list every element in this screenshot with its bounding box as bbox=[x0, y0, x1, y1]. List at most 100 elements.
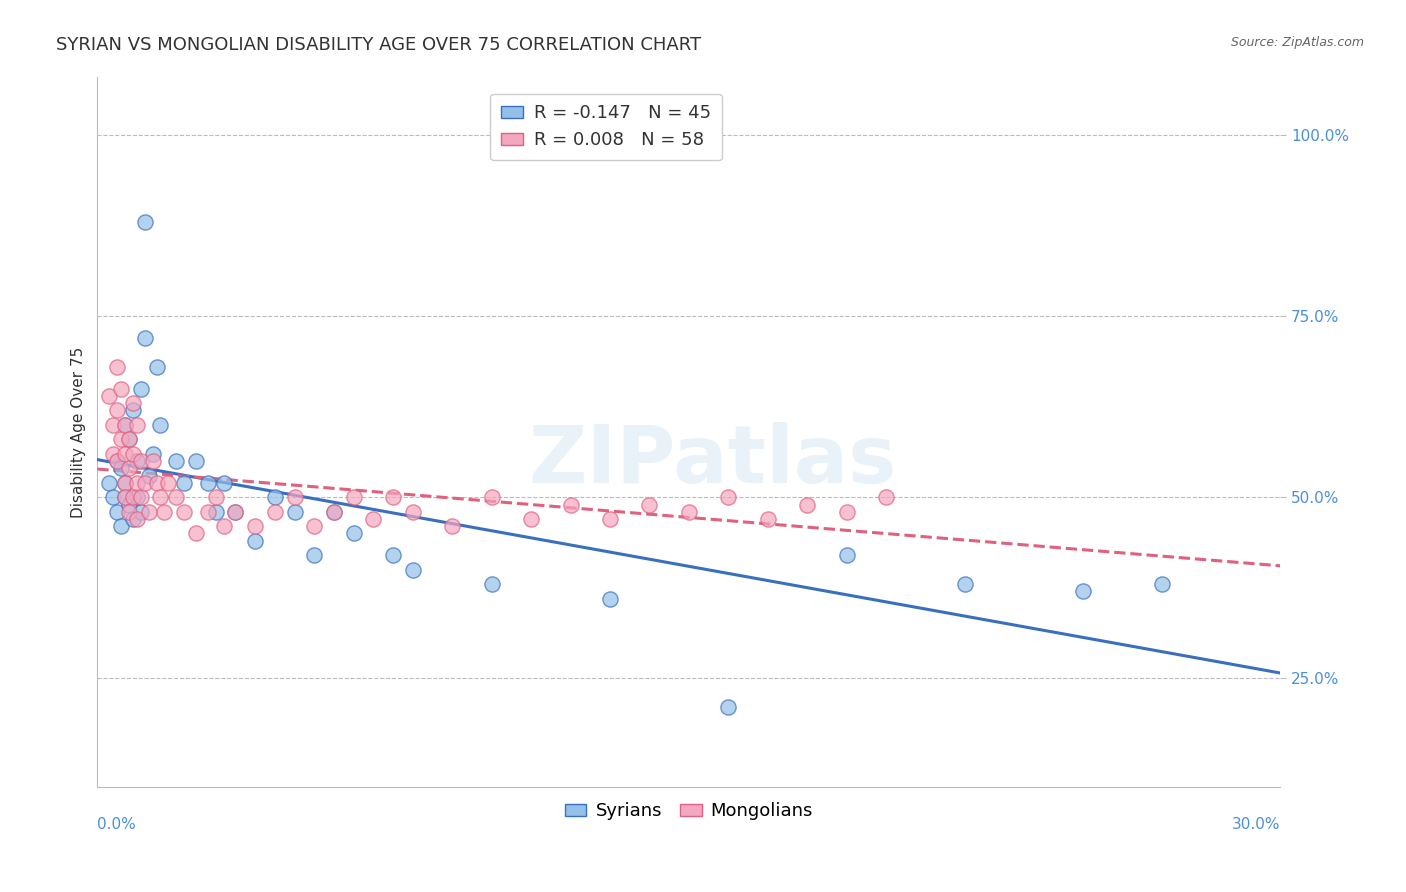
Point bbox=[134, 215, 156, 229]
Point bbox=[402, 505, 425, 519]
Point bbox=[110, 461, 132, 475]
Point bbox=[343, 526, 366, 541]
Point bbox=[343, 491, 366, 505]
Point bbox=[142, 454, 165, 468]
Point bbox=[118, 505, 141, 519]
Text: 30.0%: 30.0% bbox=[1232, 817, 1281, 832]
Point bbox=[118, 433, 141, 447]
Point bbox=[224, 505, 246, 519]
Point bbox=[481, 577, 503, 591]
Point bbox=[101, 491, 124, 505]
Point bbox=[1152, 577, 1174, 591]
Point bbox=[638, 498, 661, 512]
Point bbox=[105, 454, 128, 468]
Point bbox=[283, 505, 305, 519]
Point bbox=[283, 491, 305, 505]
Point bbox=[173, 475, 195, 490]
Point bbox=[114, 417, 136, 432]
Point bbox=[110, 433, 132, 447]
Point bbox=[118, 498, 141, 512]
Point bbox=[101, 447, 124, 461]
Point bbox=[121, 512, 143, 526]
Point bbox=[212, 475, 235, 490]
Point bbox=[165, 454, 187, 468]
Point bbox=[114, 475, 136, 490]
Point bbox=[105, 403, 128, 417]
Point bbox=[204, 505, 226, 519]
Point bbox=[382, 548, 405, 562]
Point bbox=[101, 417, 124, 432]
Point bbox=[129, 505, 152, 519]
Point bbox=[145, 359, 167, 374]
Point bbox=[204, 491, 226, 505]
Point bbox=[678, 505, 700, 519]
Point bbox=[114, 491, 136, 505]
Point bbox=[118, 461, 141, 475]
Text: Source: ZipAtlas.com: Source: ZipAtlas.com bbox=[1230, 36, 1364, 49]
Y-axis label: Disability Age Over 75: Disability Age Over 75 bbox=[72, 346, 86, 517]
Point bbox=[138, 505, 160, 519]
Point bbox=[796, 498, 818, 512]
Point bbox=[599, 591, 621, 606]
Point bbox=[125, 491, 148, 505]
Point bbox=[114, 417, 136, 432]
Point bbox=[382, 491, 405, 505]
Point bbox=[149, 491, 172, 505]
Point bbox=[717, 491, 740, 505]
Point bbox=[125, 454, 148, 468]
Point bbox=[304, 519, 326, 533]
Point bbox=[157, 475, 180, 490]
Point bbox=[110, 519, 132, 533]
Point bbox=[835, 505, 858, 519]
Point bbox=[835, 548, 858, 562]
Point bbox=[520, 512, 543, 526]
Point bbox=[1071, 584, 1094, 599]
Point bbox=[129, 382, 152, 396]
Point bbox=[599, 512, 621, 526]
Point bbox=[560, 498, 582, 512]
Point bbox=[125, 512, 148, 526]
Point bbox=[149, 417, 172, 432]
Point bbox=[224, 505, 246, 519]
Point bbox=[121, 491, 143, 505]
Point bbox=[756, 512, 779, 526]
Point bbox=[243, 519, 266, 533]
Point bbox=[134, 475, 156, 490]
Point bbox=[323, 505, 346, 519]
Point bbox=[98, 475, 121, 490]
Point bbox=[197, 505, 219, 519]
Point bbox=[263, 505, 285, 519]
Legend: Syrians, Mongolians: Syrians, Mongolians bbox=[558, 795, 820, 828]
Point bbox=[173, 505, 195, 519]
Point bbox=[121, 396, 143, 410]
Point bbox=[121, 447, 143, 461]
Point bbox=[263, 491, 285, 505]
Point bbox=[243, 533, 266, 548]
Point bbox=[114, 447, 136, 461]
Point bbox=[165, 491, 187, 505]
Point bbox=[481, 491, 503, 505]
Point bbox=[110, 382, 132, 396]
Point bbox=[105, 454, 128, 468]
Text: SYRIAN VS MONGOLIAN DISABILITY AGE OVER 75 CORRELATION CHART: SYRIAN VS MONGOLIAN DISABILITY AGE OVER … bbox=[56, 36, 702, 54]
Point bbox=[114, 475, 136, 490]
Point bbox=[197, 475, 219, 490]
Point bbox=[953, 577, 976, 591]
Point bbox=[145, 475, 167, 490]
Point bbox=[125, 417, 148, 432]
Point bbox=[402, 563, 425, 577]
Point bbox=[717, 700, 740, 714]
Point bbox=[134, 331, 156, 345]
Point bbox=[125, 475, 148, 490]
Point bbox=[129, 454, 152, 468]
Point bbox=[441, 519, 464, 533]
Point bbox=[98, 389, 121, 403]
Point bbox=[363, 512, 385, 526]
Text: ZIPatlas: ZIPatlas bbox=[529, 422, 897, 500]
Point bbox=[875, 491, 897, 505]
Point bbox=[153, 505, 176, 519]
Point bbox=[118, 433, 141, 447]
Point bbox=[129, 491, 152, 505]
Point bbox=[105, 359, 128, 374]
Text: 0.0%: 0.0% bbox=[97, 817, 136, 832]
